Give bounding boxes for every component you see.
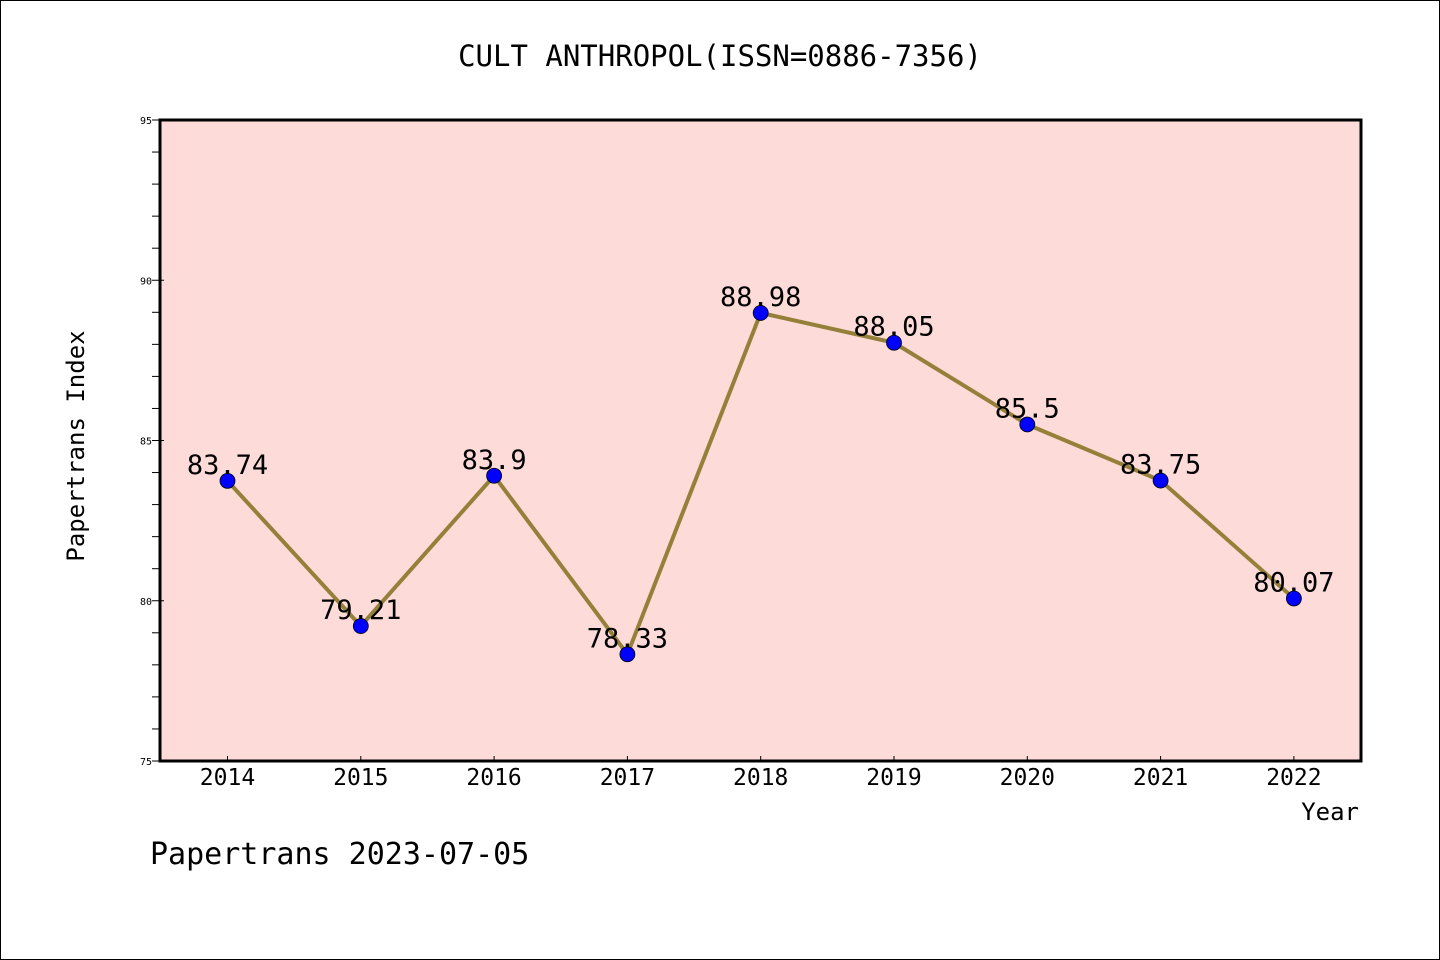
data-point-marker [219, 472, 236, 489]
data-point-marker [1019, 416, 1036, 433]
y-tick-label: 90 [140, 276, 152, 287]
x-tick-label: 2020 [1000, 765, 1055, 791]
data-point-label: 80.07 [1253, 568, 1334, 599]
data-labels: 83.74 79.21 83.9 78.33 88.98 88.05 85.5 83.75 80… [187, 282, 1335, 654]
data-point-marker [886, 334, 902, 351]
y-tick-label: 80 [140, 597, 152, 608]
data-point-label: 83.75 [1120, 450, 1201, 481]
data-point-marker [1152, 472, 1169, 489]
data-point-marker [752, 305, 769, 321]
x-tick-label: 2016 [466, 765, 521, 791]
data-point-marker [619, 646, 636, 663]
x-axis-ticks: 2014 2015 2016 2017 2018 2019 2020 2021 2022 [200, 756, 1322, 791]
chart-title: CULT ANTHROPOL(ISSN=0886-7356) [458, 39, 982, 73]
data-point-marker [352, 618, 369, 634]
data-point-label: 85.5 [995, 393, 1060, 424]
x-tick-label: 2019 [866, 765, 921, 791]
data-point-label: 83.74 [187, 450, 268, 481]
y-tick-label: 85 [140, 437, 152, 448]
x-tick-label: 2018 [733, 765, 788, 791]
footer-source-date: Papertrans 2023-07-05 [150, 837, 529, 872]
y-tick-label: 95 [140, 116, 152, 127]
data-point-label: 83.9 [462, 445, 527, 476]
data-point-marker [1286, 590, 1302, 607]
y-axis-ticks: 75 80 85 90 95 [140, 116, 164, 768]
data-point-label: 78.33 [587, 623, 668, 654]
x-tick-label: 2015 [333, 765, 388, 791]
y-tick-label: 75 [140, 757, 152, 768]
data-point-label: 88.05 [853, 312, 934, 343]
data-point-label: 79.21 [320, 595, 401, 626]
x-tick-label: 2021 [1133, 765, 1188, 791]
data-markers [219, 305, 1302, 663]
x-axis-label: Year [1301, 798, 1359, 826]
x-tick-label: 2014 [200, 765, 255, 791]
plot-area [158, 118, 1363, 763]
data-point-marker [486, 467, 503, 484]
x-tick-label: 2022 [1266, 765, 1321, 791]
y-axis-label: Papertrans Index [62, 330, 90, 561]
x-tick-label: 2017 [600, 765, 655, 791]
data-point-label: 88.98 [720, 282, 801, 313]
